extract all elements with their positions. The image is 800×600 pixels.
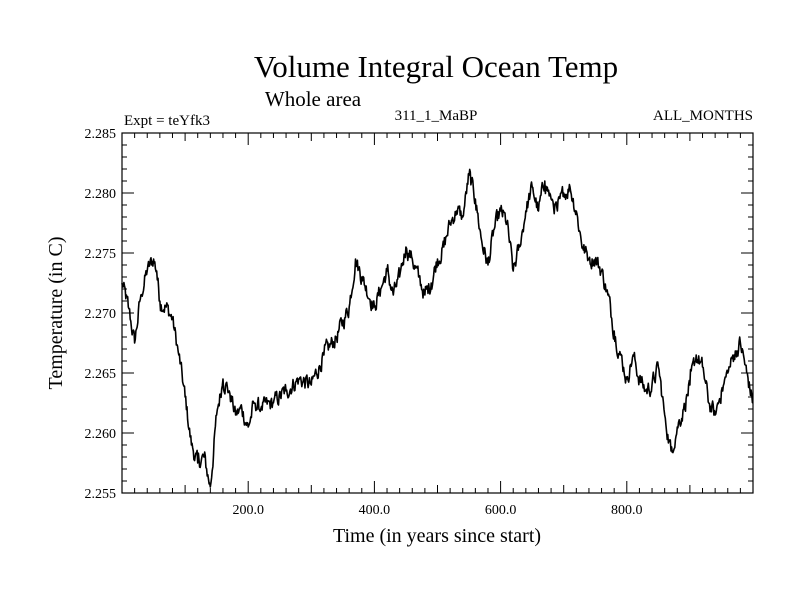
y-tick-label: 2.270 <box>85 307 117 322</box>
y-tick-label: 2.280 <box>85 187 117 202</box>
x-axis-label: Time (in years since start) <box>333 525 541 547</box>
y-tick-labels: 2.255 2.260 2.265 2.270 2.275 2.280 2.285 <box>85 127 117 502</box>
expt-label: Expt = teYfk3 <box>124 113 210 129</box>
y-tick-label: 2.260 <box>85 427 117 442</box>
y-tick-label: 2.265 <box>85 367 117 382</box>
y-axis-label: Temperature (in C) <box>45 237 67 390</box>
y-tick-label: 2.285 <box>85 127 117 142</box>
chart-subtitle: Whole area <box>265 87 362 111</box>
months-label: ALL_MONTHS <box>653 108 753 124</box>
y-tick-label: 2.255 <box>85 487 117 502</box>
chart-title: Volume Integral Ocean Temp <box>254 49 618 84</box>
x-tick-label: 800.0 <box>611 503 643 518</box>
run-label: 311_1_MaBP <box>395 108 478 124</box>
x-tick-label: 200.0 <box>232 503 264 518</box>
x-tick-labels: 200.0 400.0 600.0 800.0 <box>232 503 642 518</box>
x-tick-label: 600.0 <box>485 503 517 518</box>
axis-ticks <box>121 132 754 494</box>
x-tick-label: 400.0 <box>359 503 391 518</box>
y-tick-label: 2.275 <box>85 247 117 262</box>
temperature-series-line <box>121 168 754 488</box>
plot-frame <box>121 132 754 494</box>
